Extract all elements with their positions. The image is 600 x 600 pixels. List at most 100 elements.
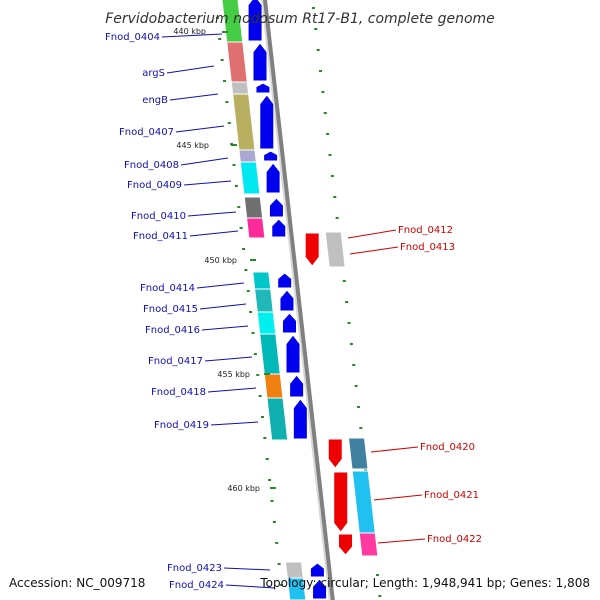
strand-arrow (259, 94, 275, 150)
leader-line (175, 125, 225, 133)
leader-line (201, 325, 249, 331)
gene-block (324, 231, 346, 268)
leader-line (189, 230, 239, 237)
leader-line (187, 211, 237, 217)
strand-arrow (292, 398, 308, 440)
leader-line (196, 282, 245, 289)
backbone-line (262, 0, 335, 600)
gene-block (256, 311, 277, 335)
gene-block (351, 470, 376, 534)
strand-arrow (327, 438, 343, 469)
strand-arrow (263, 150, 279, 162)
gene-block (238, 149, 257, 163)
scale-label: 440 kbp (173, 27, 206, 36)
gene-block (232, 93, 256, 151)
leader-line (223, 567, 271, 571)
gene-Fnod_0411[interactable] (246, 217, 287, 239)
leader-line (183, 180, 232, 186)
strand-arrow (247, 0, 263, 42)
gene-Fnod_0414[interactable] (252, 271, 293, 290)
gene-Fnod_0408[interactable] (238, 149, 279, 163)
gene-label[interactable]: Fnod_0416 (145, 325, 200, 336)
gene-Fnod_0410[interactable] (243, 196, 284, 219)
gene-block (254, 288, 274, 313)
scale-label: 460 kbp (227, 484, 260, 493)
leader-line (161, 33, 223, 38)
gene-block (230, 81, 250, 95)
leader-line (169, 93, 219, 101)
strand-arrow (312, 578, 328, 600)
strand-arrow (285, 334, 301, 374)
gene-Fnod_0415[interactable] (254, 288, 295, 313)
gene-label[interactable]: Fnod_0422 (427, 534, 482, 545)
leader-line (373, 494, 423, 501)
gene-label[interactable]: Fnod_0410 (131, 211, 186, 222)
label-leaders (161, 33, 426, 589)
gene-Fnod_0413[interactable] (304, 231, 346, 268)
leader-line (204, 356, 253, 362)
leader-line (180, 157, 229, 166)
leader-line (210, 421, 259, 426)
gene-label[interactable]: Fnod_0412 (398, 225, 453, 236)
gene-block (347, 437, 369, 470)
strand-arrow (279, 289, 295, 312)
gene-label[interactable]: Fnod_0418 (151, 387, 206, 398)
gene-Fnod_0419[interactable] (266, 397, 308, 441)
gene-label[interactable]: Fnod_0411 (133, 231, 188, 242)
gene-block (239, 161, 261, 195)
strand-arrow (304, 232, 320, 267)
gene-Fnod_0423[interactable] (284, 561, 325, 579)
strand-arrow (252, 42, 268, 82)
gene-Fnod_0416[interactable] (256, 311, 297, 335)
gene-label[interactable]: Fnod_0419 (154, 420, 209, 431)
gene-label[interactable]: Fnod_0407 (119, 127, 174, 138)
topology-text: Topology: circular; Length: 1,948,941 bp… (259, 576, 590, 590)
gene-label[interactable]: Fnod_0408 (124, 160, 179, 171)
gene-label[interactable]: Fnod_0414 (140, 283, 195, 294)
leader-line (349, 246, 399, 255)
gene-block (286, 577, 307, 600)
gene-Fnod_0407[interactable] (232, 93, 275, 151)
map-title: Fervidobacterium nodosum Rt17-B1, comple… (105, 11, 495, 27)
gene-Fnod_0422[interactable] (338, 532, 379, 557)
strand-arrow (277, 272, 293, 289)
gene-Fnod_0421[interactable] (333, 470, 376, 534)
leader-line (207, 387, 257, 393)
gene-block (263, 373, 284, 399)
leader-line (166, 65, 215, 74)
accession-text: Accession: NC_009718 (9, 576, 145, 590)
gene-label[interactable]: Fnod_0404 (105, 32, 160, 43)
gene-Fnod_0420[interactable] (327, 437, 369, 470)
gene-label[interactable]: Fnod_0417 (148, 356, 203, 367)
gene-Fnod_0417[interactable] (259, 333, 301, 375)
strand-arrow (281, 312, 297, 334)
gene-label[interactable]: Fnod_0415 (143, 304, 198, 315)
gene-Fnod_0418[interactable] (263, 373, 305, 399)
strand-arrow (309, 562, 325, 578)
gene-label[interactable]: engB (142, 95, 168, 106)
strand-arrow (289, 374, 305, 398)
scale-label: 450 kbp (204, 256, 237, 265)
gene-label[interactable]: Fnod_0413 (400, 242, 455, 253)
gene-block (243, 196, 264, 219)
gene-argS[interactable] (226, 41, 268, 83)
gene-engB[interactable] (230, 81, 271, 95)
leader-line (199, 303, 247, 310)
scale-label: 455 kbp (217, 370, 250, 379)
gene-Fnod_0409[interactable] (239, 161, 281, 195)
gene-label[interactable]: Fnod_0421 (424, 490, 479, 501)
gene-label[interactable]: argS (142, 68, 165, 79)
backbone (260, 0, 335, 600)
gene-label[interactable]: Fnod_0423 (167, 563, 222, 574)
strand-arrow (338, 533, 354, 556)
strand-arrow (255, 82, 271, 94)
gene-label[interactable]: Fnod_0409 (127, 180, 182, 191)
leader-line (370, 446, 419, 453)
strand-arrow (271, 218, 287, 238)
gene-block (259, 333, 281, 375)
gene-label[interactable]: Fnod_0424 (169, 580, 224, 591)
gene-Fnod_0424[interactable] (286, 577, 328, 600)
gene-label[interactable]: Fnod_0420 (420, 442, 475, 453)
strand-arrow (268, 197, 284, 218)
